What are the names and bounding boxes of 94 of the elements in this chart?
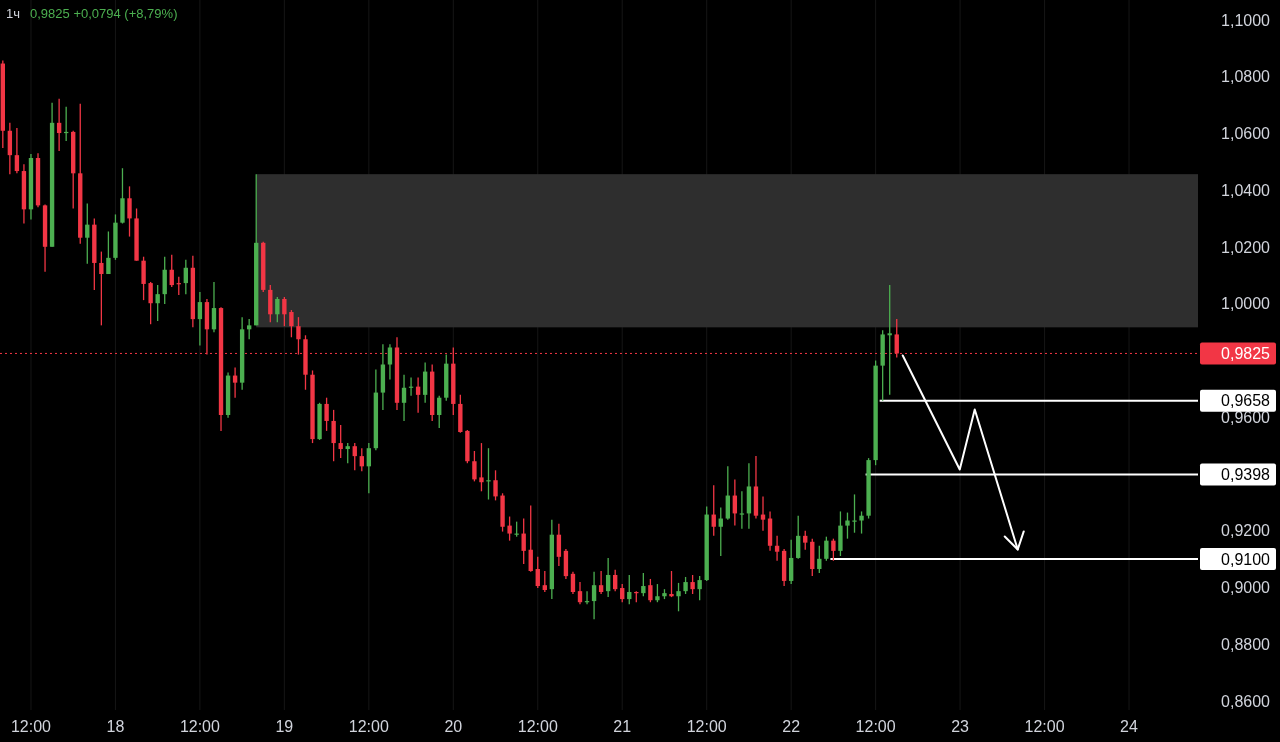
candlestick [648,578,653,603]
candlestick [472,450,477,483]
candlestick [845,511,850,540]
candlestick [577,581,583,605]
candlestick [528,504,533,573]
candlestick [85,202,90,265]
y-tick-label: 1,0800 [1221,68,1271,86]
candlestick [338,424,343,459]
candlestick [803,530,808,551]
x-tick-label: 24 [1120,717,1139,735]
candlestick [352,442,357,471]
candlestick [711,484,716,537]
y-tick-label: 0,9200 [1221,522,1271,540]
y-tick-label: 1,1000 [1221,11,1271,29]
ref-line-label: 0,9100 [1221,550,1271,568]
y-tick-label: 0,9000 [1221,579,1271,597]
candlestick [831,538,836,562]
candlestick [197,291,203,347]
candlestick [401,374,407,422]
x-tick-label: 22 [782,717,801,735]
candlestick [655,583,660,603]
candlestick [141,256,146,301]
x-tick-label: 20 [444,717,463,735]
candlestick [324,397,329,432]
candlestick [725,465,730,521]
candlestick [859,510,864,535]
candlestick [366,442,372,494]
x-tick-label: 21 [613,717,632,735]
candlestick [852,493,857,534]
candlestick [331,409,336,462]
candlestick [669,570,674,598]
candlestick [788,539,794,585]
x-tick-label: 12:00 [517,717,558,735]
y-tick-label: 1,0600 [1221,125,1271,143]
candlestick [127,185,132,238]
candlestick [591,571,597,620]
candlestick [486,447,491,501]
x-tick-label: 12:00 [10,717,52,735]
candlestick [232,366,238,399]
y-tick-label: 0,8800 [1221,635,1271,653]
candlestick [345,442,350,464]
candlestick [183,259,189,295]
x-tick-label: 12:00 [855,717,896,735]
candlestick [690,574,695,595]
candlestick [493,469,498,502]
candlestick [14,127,20,174]
candlestick [697,575,702,601]
text: 1ч [6,6,21,21]
candlestick [99,250,104,327]
y-tick-label: 1,0000 [1221,295,1271,313]
candlestick [676,582,681,612]
ref-line-label: 0,9825 [1221,345,1271,363]
candlestick [282,296,287,327]
x-tick-label: 23 [951,717,970,735]
candlestick [598,570,604,595]
candlestick [620,583,625,603]
candlestick [796,515,801,560]
ref-line-label: 0,9398 [1221,466,1271,484]
x-tick-label: 12:00 [1024,717,1065,735]
x-tick-label: 19 [275,717,294,735]
candlestick [289,309,294,338]
x-tick-label: 12:00 [686,717,727,735]
candlestick [106,230,111,275]
candlestick [627,574,632,605]
candlestick [605,557,611,598]
x-tick-label: 18 [106,717,125,735]
candlestick [422,361,428,404]
candlestick [613,569,618,592]
candlestick [535,556,540,589]
candlestick [542,570,547,593]
candlestick [155,284,160,322]
text: 0,9825 +0,0794 (+8,79%) [30,6,178,21]
candlestick [824,536,829,562]
y-tick-label: 0,9600 [1221,408,1271,426]
candlestick [479,442,484,492]
x-tick-label: 12:00 [179,717,221,735]
candlestick [739,490,745,530]
candlestick [570,571,576,595]
candlestick [774,535,780,562]
candlestick [246,318,252,340]
candlestick [169,254,174,288]
x-tick-label: 12:00 [348,717,389,735]
candlestick [641,572,646,597]
candlestick [387,343,393,381]
y-tick-label: 1,0200 [1221,238,1271,256]
candlestick [275,296,280,323]
candlestick [148,281,153,325]
candlestick [760,495,766,532]
candlestick [556,522,562,567]
candlestick [211,281,217,333]
y-tick-label: 1,0400 [1221,181,1271,199]
ref-line-label: 0,9658 [1221,392,1271,410]
y-tick-label: 0,8600 [1221,692,1271,710]
candlestick [507,515,512,542]
